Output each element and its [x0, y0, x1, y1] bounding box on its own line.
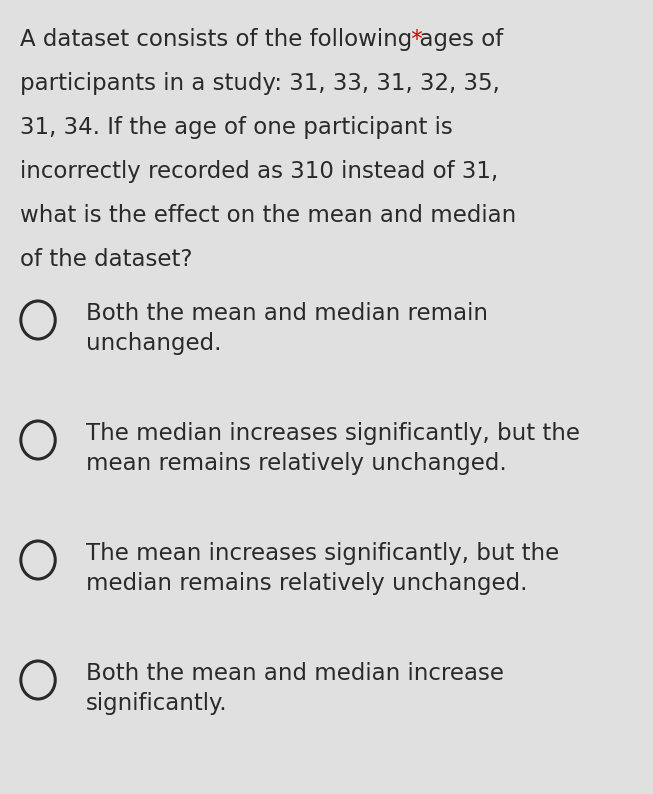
- Text: The median increases significantly, but the: The median increases significantly, but …: [86, 422, 580, 445]
- Text: unchanged.: unchanged.: [86, 332, 221, 355]
- Text: mean remains relatively unchanged.: mean remains relatively unchanged.: [86, 452, 507, 475]
- Text: *: *: [404, 28, 422, 51]
- Text: significantly.: significantly.: [86, 692, 228, 715]
- Text: incorrectly recorded as 310 instead of 31,: incorrectly recorded as 310 instead of 3…: [20, 160, 498, 183]
- Text: participants in a study: 31, 33, 31, 32, 35,: participants in a study: 31, 33, 31, 32,…: [20, 72, 500, 95]
- Text: Both the mean and median remain: Both the mean and median remain: [86, 302, 488, 325]
- Text: of the dataset?: of the dataset?: [20, 248, 193, 271]
- Text: what is the effect on the mean and median: what is the effect on the mean and media…: [20, 204, 516, 227]
- Text: 31, 34. If the age of one participant is: 31, 34. If the age of one participant is: [20, 116, 453, 139]
- Text: Both the mean and median increase: Both the mean and median increase: [86, 662, 504, 685]
- Text: median remains relatively unchanged.: median remains relatively unchanged.: [86, 572, 528, 595]
- Text: A dataset consists of the following ages of: A dataset consists of the following ages…: [20, 28, 503, 51]
- Text: The mean increases significantly, but the: The mean increases significantly, but th…: [86, 542, 560, 565]
